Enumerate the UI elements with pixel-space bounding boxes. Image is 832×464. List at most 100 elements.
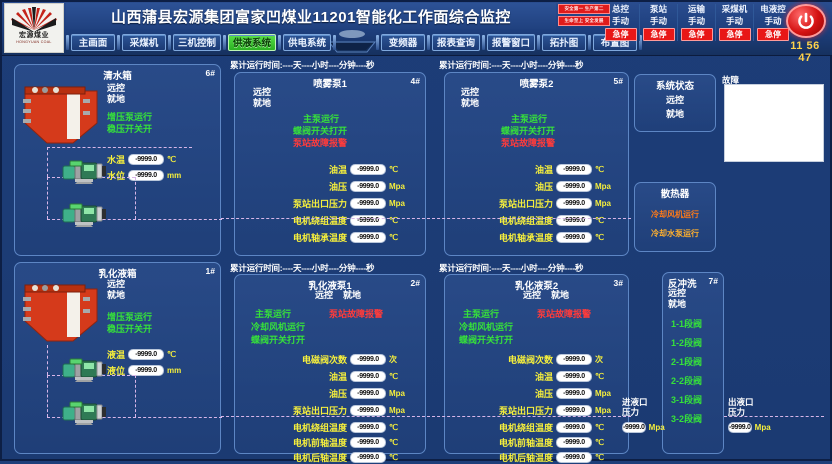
- control-mode-transport[interactable]: 手动: [687, 16, 705, 26]
- inlet-pressure-label-line2: 压力: [622, 407, 640, 417]
- mode-local-emulsion-pump-2[interactable]: 就地: [551, 290, 570, 300]
- field-value-winding-temperature-spray-pump-2[interactable]: -9999.0: [556, 214, 592, 226]
- control-mode-master[interactable]: 手动: [611, 16, 629, 26]
- field-unit-oil-pressure-emulsion-pump-1: Mpa: [389, 388, 405, 398]
- company-logo: 宏源煤业 HONGYUAN COAL: [4, 3, 64, 53]
- estop-button-transport[interactable]: 急停: [680, 28, 713, 41]
- field-value-water-level[interactable]: -9999.0: [128, 169, 165, 181]
- control-column-pump-station: 泵站 手动 急停: [640, 4, 678, 41]
- nav-button-topology[interactable]: 拓扑图: [542, 33, 587, 51]
- field-value-outlet-pressure-emulsion-pump-2[interactable]: -9999.0: [556, 404, 592, 416]
- field-unit-bearing-temperature-spray-pump-1: ℃: [389, 232, 398, 242]
- control-mode-electrohydraulic[interactable]: 手动: [764, 16, 782, 26]
- mode-remote-spray-pump-2[interactable]: 远控: [461, 87, 480, 97]
- status-cooling-fan-run-emulsion-pump-2: 冷却风机运行: [459, 322, 514, 332]
- field-value-bearing-temperature-spray-pump-2[interactable]: -9999.0: [556, 231, 592, 243]
- field-label-winding-temperature-emulsion-pump-2: 电机绕组温度: [498, 422, 553, 433]
- nav-button-main[interactable]: 主画面: [71, 33, 115, 51]
- mode-local-spray-pump-2[interactable]: 就地: [461, 98, 480, 108]
- estop-button-pump-station[interactable]: 急停: [642, 28, 675, 41]
- nav-divider: [333, 34, 337, 50]
- field-value-outlet-pressure-emulsion-pump-1[interactable]: -9999.0: [350, 404, 386, 416]
- field-value-oil-temperature-emulsion-pump-2[interactable]: -9999.0: [556, 370, 592, 382]
- pump-graphic-4: [61, 399, 107, 425]
- estop-button-electrohydraulic[interactable]: 急停: [757, 28, 789, 41]
- estop-button-shearer[interactable]: 急停: [718, 28, 751, 41]
- field-value-oil-temperature-emulsion-pump-1[interactable]: -9999.0: [350, 370, 386, 382]
- nav-divider: [168, 34, 171, 50]
- field-value-outlet-pressure-spray-pump-1[interactable]: -9999.0: [350, 197, 386, 209]
- valve-2-1[interactable]: 2-1段阀: [671, 357, 703, 367]
- logo-company-name-cn: 宏源煤业: [19, 32, 49, 39]
- nav-button-report-query[interactable]: 报表查询: [432, 33, 481, 51]
- field-value-front-bearing-temperature-emulsion-pump-2[interactable]: -9999.0: [556, 436, 592, 448]
- alarm-window-list[interactable]: [724, 84, 824, 162]
- power-button[interactable]: [786, 4, 826, 38]
- control-column-shearer: 采煤机 手动 急停: [716, 4, 754, 41]
- mode-remote-emulsion-pump-1[interactable]: 远控: [315, 290, 334, 300]
- nav-button-liquid-supply-system[interactable]: 供液系统: [228, 33, 277, 51]
- valve-1-1[interactable]: 1-1段阀: [671, 319, 703, 329]
- valve-3-2[interactable]: 3-2段阀: [671, 414, 703, 424]
- mode-remote-backwash[interactable]: 远控: [668, 288, 687, 298]
- runtime-spray-pump-2: 累计运行时间:----天----小时----分钟----秒: [439, 60, 584, 70]
- field-value-oil-temperature-spray-pump-2[interactable]: -9999.0: [556, 163, 592, 175]
- field-value-outlet-pressure-spray-pump-2[interactable]: -9999.0: [556, 197, 592, 209]
- nav-button-alarm-window[interactable]: 报警窗口: [487, 33, 536, 51]
- field-value-solenoid-count-emulsion-pump-1[interactable]: -9999.0: [350, 353, 386, 365]
- mode-local-emulsion-tank[interactable]: 就地: [107, 290, 126, 300]
- field-value-oil-pressure-spray-pump-2[interactable]: -9999.0: [556, 180, 592, 192]
- valve-3-1[interactable]: 3-1段阀: [671, 395, 703, 405]
- field-label-oil-temperature-spray-pump-1: 油温: [328, 164, 347, 175]
- field-value-water-temperature[interactable]: -9999.0: [128, 153, 165, 165]
- mode-remote-spray-pump-1[interactable]: 远控: [253, 87, 272, 97]
- field-value-oil-pressure-emulsion-pump-1[interactable]: -9999.0: [350, 387, 386, 399]
- mode-remote-emulsion-tank[interactable]: 远控: [107, 279, 126, 289]
- control-mode-shearer[interactable]: 手动: [725, 16, 743, 26]
- field-value-front-bearing-temperature-emulsion-pump-1[interactable]: -9999.0: [350, 436, 386, 448]
- mode-remote-clean-water-tank[interactable]: 远控: [107, 83, 126, 93]
- field-oil-pressure-emulsion-pump-2: 油压 -9999.0 Mpa: [479, 387, 611, 399]
- nav-button-three-machine-control[interactable]: 三机控制: [173, 33, 222, 51]
- mode-remote-emulsion-pump-2[interactable]: 远控: [523, 290, 542, 300]
- estop-button-master[interactable]: 急停: [604, 28, 637, 41]
- field-oil-pressure-spray-pump-2: 油压 -9999.0 Mpa: [481, 180, 611, 192]
- field-value-oil-pressure-emulsion-pump-2[interactable]: -9999.0: [556, 387, 592, 399]
- field-label-oil-pressure-spray-pump-1: 油压: [328, 181, 347, 192]
- field-value-oil-temperature-spray-pump-1[interactable]: -9999.0: [350, 163, 386, 175]
- field-unit-winding-temperature-spray-pump-2: ℃: [595, 215, 604, 225]
- status-fault-alarm-spray-pump-2: 泵站故障报警: [501, 138, 556, 148]
- field-value-oil-pressure-spray-pump-1[interactable]: -9999.0: [350, 180, 386, 192]
- field-value-solenoid-count-emulsion-pump-2[interactable]: -9999.0: [556, 353, 592, 365]
- panel-title-backwash: 反冲洗: [668, 279, 697, 290]
- mode-local-emulsion-pump-1[interactable]: 就地: [343, 290, 362, 300]
- field-value-liquid-level[interactable]: -9999.0: [128, 364, 165, 376]
- field-oil-temperature-emulsion-pump-2: 油温 -9999.0 ℃: [479, 370, 604, 382]
- nav-right: 变频器 报表查询 报警窗口 拓扑图 布置图: [376, 32, 643, 52]
- field-outlet-pressure-emulsion-pump-2: 泵站出口压力 -9999.0 Mpa: [479, 404, 611, 416]
- outlet-pressure-label-line2: 压力: [728, 407, 746, 417]
- outlet-pressure-group: 出液口 压力 -9999.0 Mpa: [728, 397, 771, 433]
- pump-graphic-1: [61, 158, 107, 184]
- mode-remote-system-status[interactable]: 远控: [665, 95, 684, 105]
- field-value-winding-temperature-emulsion-pump-2[interactable]: -9999.0: [556, 421, 592, 433]
- field-value-bearing-temperature-spray-pump-1[interactable]: -9999.0: [350, 231, 386, 243]
- valve-2-2[interactable]: 2-2段阀: [671, 376, 703, 386]
- field-value-inlet-pressure[interactable]: -9999.0: [622, 421, 646, 433]
- mode-local-clean-water-tank[interactable]: 就地: [107, 94, 126, 104]
- nav-button-shearer[interactable]: 采煤机: [122, 33, 166, 51]
- pipe-outlet-run: [724, 416, 824, 417]
- field-value-outlet-pressure[interactable]: -9999.0: [728, 421, 752, 433]
- valve-1-2[interactable]: 1-2段阀: [671, 338, 703, 348]
- control-mode-pump-station[interactable]: 手动: [649, 16, 667, 26]
- field-value-winding-temperature-spray-pump-1[interactable]: -9999.0: [350, 214, 386, 226]
- field-outlet-pressure-spray-pump-2: 泵站出口压力 -9999.0 Mpa: [481, 197, 611, 209]
- nav-button-power-supply-system[interactable]: 供电系统: [283, 33, 332, 51]
- mode-local-spray-pump-1[interactable]: 就地: [253, 98, 272, 108]
- nav-button-inverter[interactable]: 变频器: [381, 33, 425, 51]
- status-booster-pump-run-emulsion-tank: 增压泵运行: [107, 312, 153, 322]
- mode-local-system-status[interactable]: 就地: [665, 109, 684, 119]
- mode-local-backwash[interactable]: 就地: [668, 299, 687, 309]
- field-value-winding-temperature-emulsion-pump-1[interactable]: -9999.0: [350, 421, 386, 433]
- field-value-liquid-temperature[interactable]: -9999.0: [128, 348, 165, 360]
